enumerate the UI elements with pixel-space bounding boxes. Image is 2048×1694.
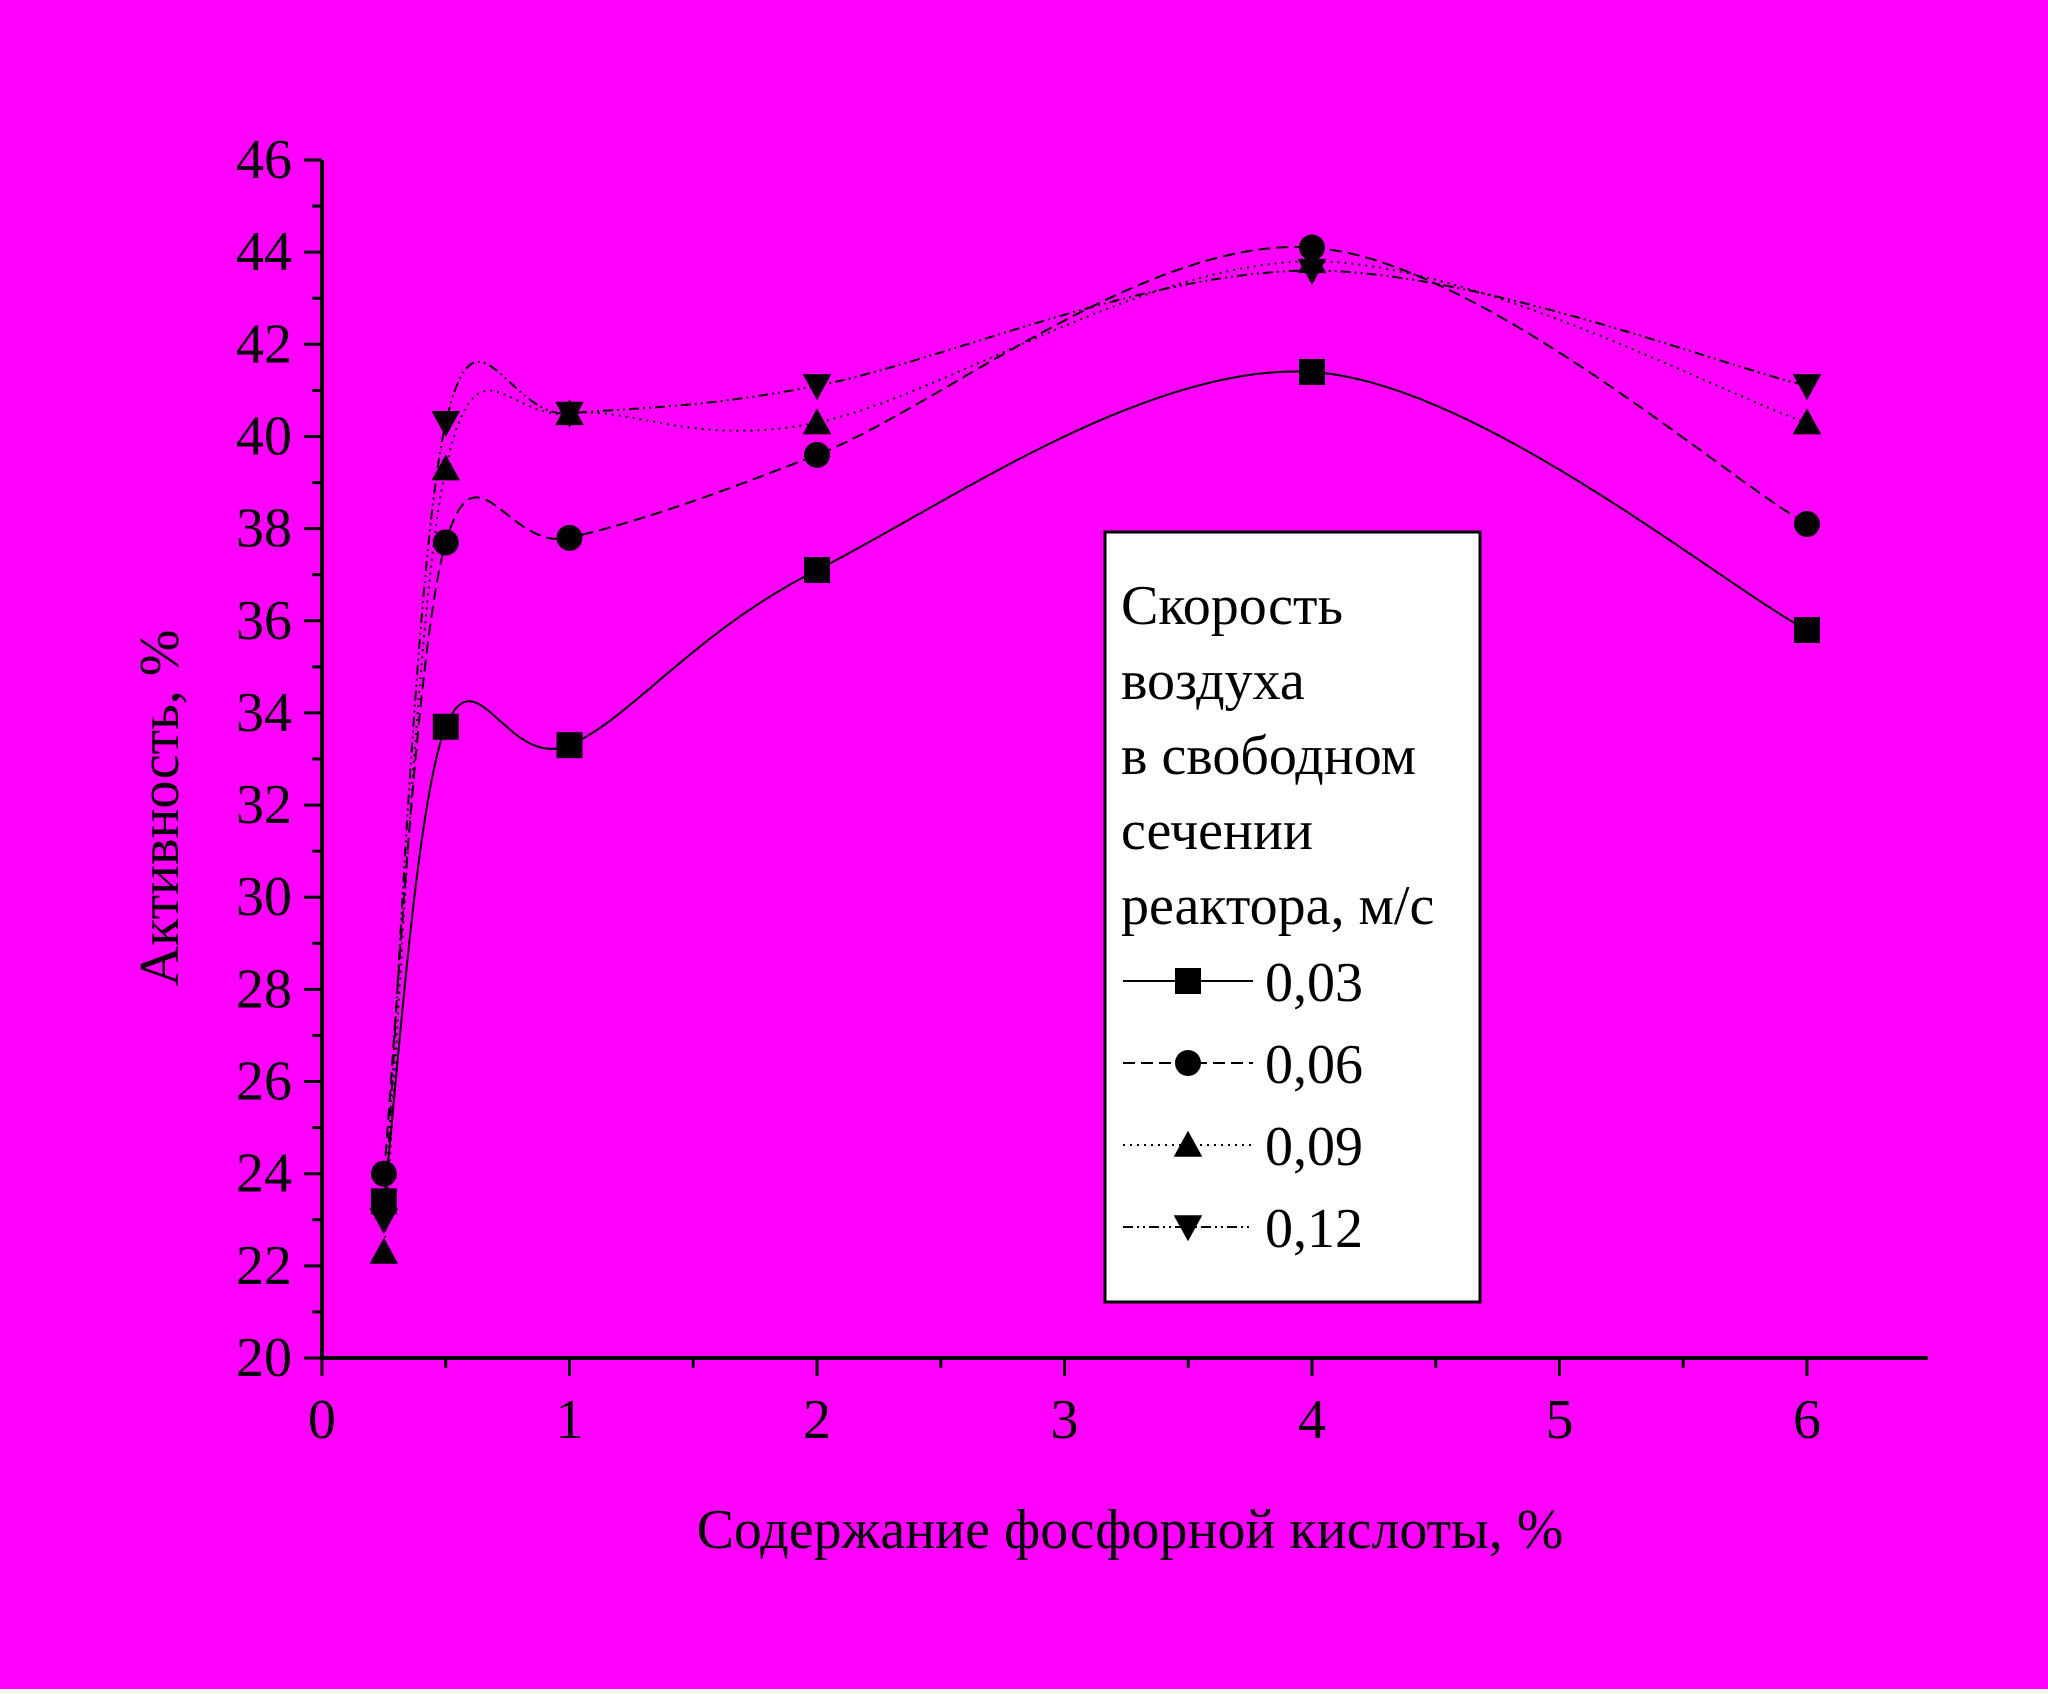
data-point: [1299, 358, 1325, 385]
legend-title-line: Скорость: [1121, 575, 1343, 637]
data-point: [1792, 408, 1822, 435]
legend-marker: [1175, 968, 1201, 994]
y-tick-label: 36: [236, 590, 292, 652]
data-point: [431, 410, 461, 437]
x-tick-label: 4: [1298, 1389, 1326, 1451]
data-point: [431, 454, 461, 481]
fitted-curves: [382, 246, 1808, 1253]
data-point: [802, 408, 832, 435]
series-curve: [382, 269, 1808, 1220]
y-tick-label: 30: [236, 866, 292, 928]
y-tick-label: 46: [236, 129, 292, 191]
y-tick-label: 28: [236, 958, 292, 1020]
y-tick-label: 42: [236, 313, 292, 375]
data-point: [1792, 374, 1822, 401]
data-point: [1297, 258, 1327, 285]
y-tick-label: 20: [236, 1327, 292, 1389]
data-point: [432, 713, 459, 740]
y-tick-label: 40: [236, 405, 292, 467]
legend-marker: [1173, 1130, 1203, 1157]
data-points: [369, 234, 1822, 1264]
legend-entry-label: 0,06: [1265, 1034, 1363, 1096]
x-tick-label: 2: [803, 1389, 831, 1451]
series-curve: [382, 246, 1808, 1174]
y-tick-label: 34: [236, 682, 292, 744]
x-tick-label: 5: [1546, 1389, 1574, 1451]
y-tick-label: 32: [236, 774, 292, 836]
legend-title-line: в свободном: [1121, 725, 1416, 787]
data-point: [369, 1237, 399, 1264]
legend-title-line: воздуха: [1121, 650, 1305, 712]
legend-title-line: реактора, м/с: [1121, 875, 1434, 937]
x-tick-label: 6: [1793, 1389, 1821, 1451]
y-tick-label: 26: [236, 1051, 292, 1113]
series-curve: [382, 370, 1808, 1202]
data-point: [1794, 511, 1820, 538]
data-point: [804, 557, 830, 584]
data-point: [804, 441, 830, 468]
legend-entry-label: 0,12: [1265, 1198, 1363, 1260]
y-tick-label: 44: [236, 221, 292, 283]
legend-entry-label: 0,03: [1265, 952, 1363, 1014]
x-tick-label: 0: [308, 1389, 336, 1451]
legend: Скорость воздуха в свободном сечении реактор…: [1103, 530, 1482, 1304]
data-point: [556, 524, 583, 551]
data-point: [369, 1208, 399, 1235]
series-curve: [382, 260, 1808, 1253]
x-tick-label: 3: [1051, 1389, 1079, 1451]
data-point: [432, 529, 459, 556]
y-axis-label: Активность, %: [129, 630, 191, 987]
y-tick-label: 22: [236, 1235, 292, 1297]
legend-box: [1103, 530, 1482, 1304]
legend-entry-label: 0,09: [1265, 1116, 1363, 1178]
legend-marker: [1173, 1215, 1203, 1242]
data-point: [555, 401, 584, 428]
data-point: [1794, 616, 1820, 643]
y-tick-label: 24: [236, 1143, 292, 1205]
x-tick-label: 1: [556, 1389, 584, 1451]
data-point: [556, 732, 583, 759]
legend-title-line: сечении: [1121, 800, 1313, 862]
data-point: [370, 1160, 397, 1187]
x-axis-label: Содержание фосфорной кислоты, %: [697, 1499, 1564, 1561]
legend-marker: [1175, 1050, 1201, 1076]
data-point: [802, 374, 832, 401]
y-tick-label: 38: [236, 498, 292, 560]
